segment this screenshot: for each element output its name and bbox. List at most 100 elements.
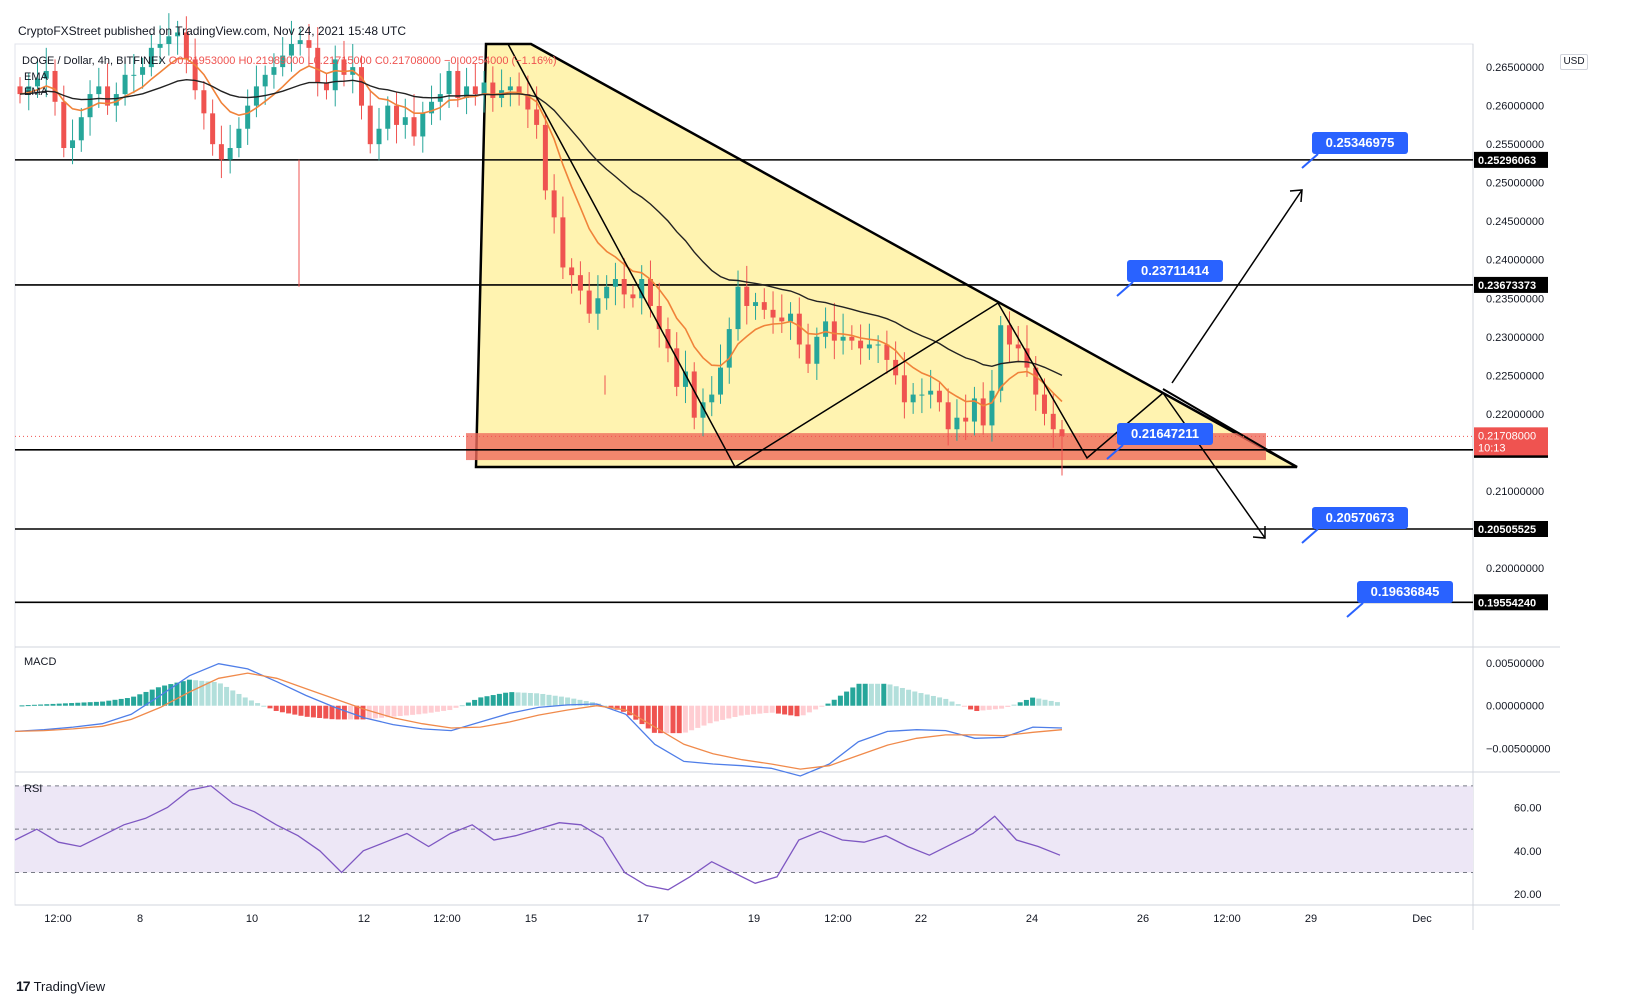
macd-histogram-bar [1023, 699, 1029, 706]
price-callout-pointer [1346, 602, 1364, 618]
candle-body [700, 402, 706, 418]
candle-body [604, 286, 610, 299]
ema-fast-line [19, 57, 1063, 407]
symbol-name[interactable]: DOGE / Dollar, 4h, BITFINEX [22, 55, 166, 67]
macd-histogram-bar [813, 705, 819, 710]
macd-histogram-bar [211, 681, 217, 706]
macd-histogram-bar [304, 705, 310, 717]
candle-body [840, 336, 846, 341]
currency-button[interactable]: USD [1560, 54, 1588, 70]
ema-legend-2[interactable]: EMA [24, 86, 48, 98]
macd-tick-label: −0.00500000 [1486, 744, 1551, 756]
macd-histogram-bar [112, 699, 118, 706]
triangle-apex-line [1162, 388, 1298, 468]
macd-histogram-bar [62, 703, 68, 706]
price-callout-box [1127, 260, 1223, 282]
macd-histogram-bar [893, 686, 899, 706]
candle-body [507, 86, 513, 91]
macd-histogram-bar [794, 705, 800, 717]
candle-body [980, 398, 986, 426]
level-axis-label: 0.20505525 [1478, 524, 1536, 536]
level-axis-tag [1474, 151, 1548, 168]
level-axis-label: 0.25296063 [1478, 155, 1536, 167]
time-tick-label: 29 [1305, 913, 1317, 925]
macd-histogram-bar [906, 689, 912, 706]
macd-histogram-bar [236, 693, 242, 706]
macd-legend[interactable]: MACD [24, 656, 57, 668]
macd-histogram-bar [1030, 697, 1036, 706]
macd-histogram-bar [831, 699, 837, 706]
macd-histogram-bar [949, 701, 955, 706]
publisher-line: CryptoFXStreet published on TradingView.… [18, 24, 406, 38]
ema-legend-1[interactable]: EMA [24, 71, 48, 83]
macd-histogram-bar [279, 705, 285, 713]
macd-histogram-bar [434, 705, 440, 712]
macd-histogram-bar [503, 692, 509, 706]
candle-body [831, 321, 837, 341]
macd-histogram-bar [441, 705, 447, 711]
macd-histogram-bar [614, 705, 620, 710]
macd-histogram-bar [1011, 704, 1017, 706]
candle-body [735, 286, 741, 330]
macd-histogram-bar [205, 681, 211, 706]
macd-histogram-bar [937, 697, 943, 706]
candle-body [481, 82, 487, 95]
macd-histogram-bar [1017, 702, 1023, 706]
candle-body [280, 55, 286, 68]
candle-body [245, 105, 251, 129]
price-tick-label: 0.26500000 [1486, 62, 1544, 74]
price-callout-pointer [1116, 281, 1134, 297]
macd-histogram-bar [999, 705, 1005, 709]
candle-body [910, 394, 916, 403]
macd-histogram-bar [633, 705, 639, 720]
candle-body [341, 59, 347, 75]
candle-body [753, 302, 759, 306]
candle-body [420, 113, 426, 137]
macd-histogram-bar [751, 705, 757, 715]
macd-histogram-bar [918, 693, 924, 706]
candle-body [542, 124, 548, 191]
candle-body [770, 309, 776, 318]
candle-body [814, 336, 820, 364]
time-tick-label: Dec [1412, 913, 1432, 925]
price-callout-pointer [1301, 153, 1319, 169]
macd-histogram-bar [385, 705, 391, 718]
candle-body [656, 305, 662, 330]
candle-body [954, 417, 960, 430]
candle-body [210, 113, 216, 145]
macd-histogram-bar [769, 705, 775, 713]
macd-histogram-bar [335, 705, 341, 720]
candle-body [113, 94, 119, 106]
macd-histogram-bar [50, 703, 56, 706]
macd-histogram-bar [664, 705, 670, 734]
macd-histogram-bar [775, 705, 781, 714]
rsi-legend[interactable]: RSI [24, 783, 43, 795]
tradingview-brand[interactable]: 17 TradingView [16, 978, 105, 994]
time-tick-label: 12:00 [824, 913, 852, 925]
price-callout-label: 0.21647211 [1131, 426, 1199, 441]
macd-histogram-bar [75, 702, 81, 706]
candle-body [936, 390, 942, 403]
macd-histogram-bar [509, 692, 515, 706]
macd-histogram-bar [100, 701, 106, 706]
macd-histogram-bar [118, 698, 124, 706]
macd-histogram-bar [180, 681, 186, 706]
macd-histogram-bar [713, 705, 719, 722]
price-tick-label: 0.25000000 [1486, 178, 1544, 190]
macd-histogram-bar [744, 705, 750, 715]
macd-histogram-bar [403, 705, 409, 716]
candle-body [998, 325, 1004, 391]
macd-histogram-bar [651, 705, 657, 733]
candle-body [1041, 394, 1047, 414]
rsi-tick-label: 20.00 [1514, 889, 1542, 901]
candle-body [455, 70, 461, 98]
macd-histogram-bar [837, 695, 843, 706]
candle-body [315, 47, 321, 83]
macd-histogram-bar [93, 701, 99, 706]
candle-body [490, 82, 496, 98]
candle-body [105, 86, 111, 106]
macd-histogram-bar [224, 686, 230, 706]
symbol-legend[interactable]: DOGE / Dollar, 4h, BITFINEX O0.21953000 … [22, 55, 557, 67]
macd-histogram-bar [955, 704, 961, 706]
